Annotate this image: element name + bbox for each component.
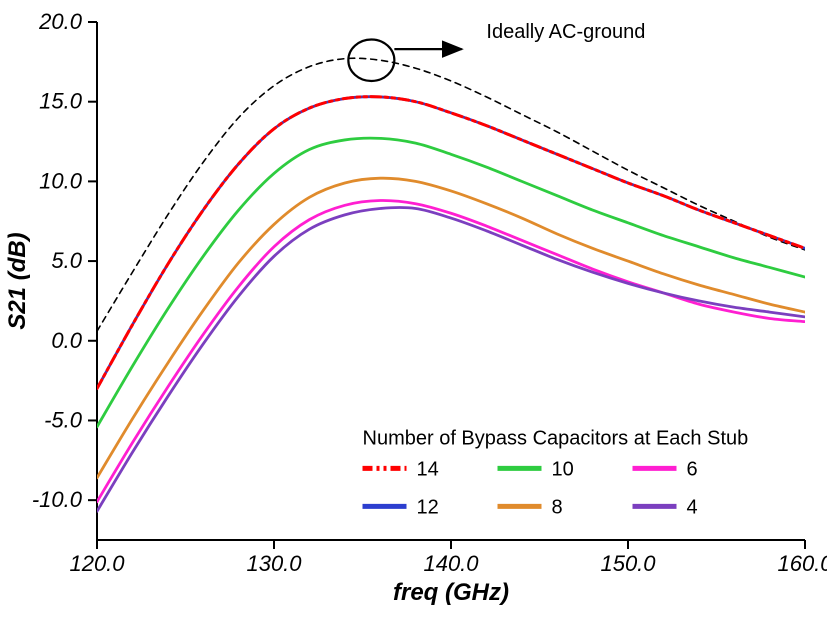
s21-frequency-chart: { "chart": { "type": "line", "width": 82… bbox=[0, 0, 827, 620]
y-tick-label: 5.0 bbox=[51, 248, 82, 273]
annotation-ellipse bbox=[348, 40, 394, 81]
x-tick-label: 120.0 bbox=[69, 551, 125, 576]
legend-label-14: 14 bbox=[417, 458, 439, 480]
chart-svg: 120.0 130.0 140.0 150.0 160.0 -10.0 -5.0 0.0 5.0… bbox=[0, 0, 827, 620]
series-line-4 bbox=[97, 207, 805, 511]
series-line-Ideally AC-ground bbox=[97, 58, 805, 331]
series-line-10 bbox=[97, 138, 805, 427]
x-tick-label: 150.0 bbox=[600, 551, 656, 576]
legend-label-4: 4 bbox=[687, 496, 698, 518]
y-axis-label: S21 (dB) bbox=[4, 232, 31, 329]
legend-label-8: 8 bbox=[552, 496, 563, 518]
y-tick-label: 0.0 bbox=[51, 328, 82, 353]
legend-label-10: 10 bbox=[552, 458, 574, 480]
x-axis-label: freq (GHz) bbox=[393, 579, 509, 606]
legend-label-6: 6 bbox=[687, 458, 698, 480]
x-tick-label: 160.0 bbox=[777, 551, 827, 576]
y-tick-label: -10.0 bbox=[32, 487, 83, 512]
legend-title: Number of Bypass Capacitors at Each Stub bbox=[363, 427, 749, 449]
x-tick-label: 140.0 bbox=[423, 551, 479, 576]
legend-label-12: 12 bbox=[417, 496, 439, 518]
y-tick-label: 15.0 bbox=[39, 89, 83, 114]
y-tick-label: 20.0 bbox=[38, 9, 83, 34]
y-tick-label: -5.0 bbox=[44, 407, 83, 432]
y-tick-label: 10.0 bbox=[39, 168, 83, 193]
annotation-text: Ideally AC-ground bbox=[486, 21, 645, 43]
x-tick-label: 130.0 bbox=[246, 551, 302, 576]
